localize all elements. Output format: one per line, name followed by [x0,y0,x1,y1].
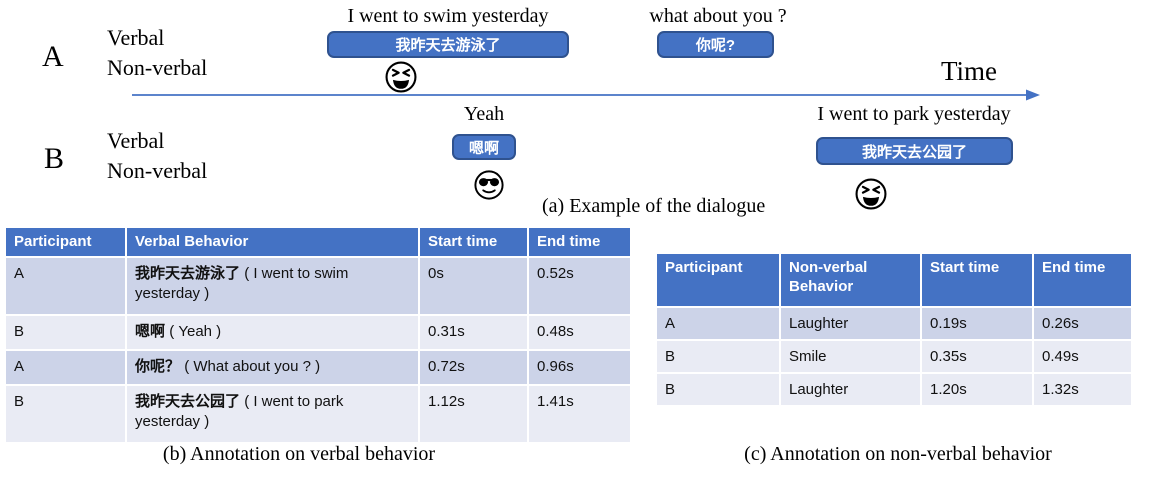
participant-cell: A [657,308,779,339]
participant-cell: B [6,316,125,349]
subfigure-caption-a: (a) Example of the dialogue [542,195,766,217]
behavior-chinese: 我昨天去公园了 [135,393,241,410]
behavior-cell: 我昨天去公园了 ( I went to park yesterday ) [127,386,418,442]
behavior-english: ( What about you ? ) [184,358,321,375]
header-start-time: Start time [420,228,527,256]
start-time-cell: 1.20s [922,374,1032,405]
behavior-english: ( I went to park yesterday ) [135,393,344,431]
start-time-cell: 0s [420,258,527,314]
behavior-english: ( I went to swim yesterday ) [135,265,349,303]
start-time-cell: 0.35s [922,341,1032,372]
header-participant: Participant [6,228,125,256]
time-axis-label: Time [941,56,998,86]
end-time-cell: 0.96s [529,351,630,384]
header-end-time: End time [1034,254,1131,306]
verbal-table-header-row: Participant Verbal Behavior Start time E… [6,228,630,256]
utterance-english-park: I went to park yesterday [817,103,1011,125]
speech-box-what-about-you: 你呢? [657,31,774,58]
utterance-english-swim: I went to swim yesterday [347,5,549,27]
behavior-cell: 我昨天去游泳了 ( I went to swim yesterday ) [127,258,418,314]
participant-cell: A [6,258,125,314]
end-time-cell: 0.52s [529,258,630,314]
participant-cell: B [657,341,779,372]
behavior-cell: Smile [781,341,920,372]
subfigure-caption-c: (c) Annotation on non-verbal behavior [744,443,1052,465]
verbal-annotation-table-container: Participant Verbal Behavior Start time E… [4,226,634,444]
laughing-face-emoji [855,178,887,210]
header-end-time: End time [529,228,630,256]
utterance-english-what-about-you: what about you ? [649,5,787,27]
nonverbal-table-row: B Smile 0.35s 0.49s [657,341,1131,372]
behavior-english: ( Yeah ) [169,323,222,340]
participant-b-nonverbal-label: Non-verbal [107,158,208,183]
start-time-cell: 0.72s [420,351,527,384]
nonverbal-annotation-table-container: Participant Non-verbal Behavior Start ti… [655,252,1141,407]
participant-cell: A [6,351,125,384]
behavior-chinese: 嗯啊 [135,323,166,340]
verbal-table-row: B 嗯啊 ( Yeah ) 0.31s 0.48s [6,316,630,349]
verbal-annotation-table: Participant Verbal Behavior Start time E… [4,226,632,444]
speech-box-park: 我昨天去公园了 [816,137,1013,165]
end-time-cell: 0.48s [529,316,630,349]
nonverbal-table-row: A Laughter 0.19s 0.26s [657,308,1131,339]
header-nonverbal-behavior: Non-verbal Behavior [781,254,920,306]
behavior-chinese: 你呢？ [135,358,181,375]
participant-a-label: A [42,40,64,73]
participant-a-verbal-label: Verbal [107,25,165,50]
start-time-cell: 1.12s [420,386,527,442]
behavior-cell: Laughter [781,374,920,405]
start-time-cell: 0.31s [420,316,527,349]
speech-box-yeah: 嗯啊 [452,134,516,160]
header-verbal-behavior: Verbal Behavior [127,228,418,256]
nonverbal-table-header-row: Participant Non-verbal Behavior Start ti… [657,254,1131,306]
nonverbal-table-row: B Laughter 1.20s 1.32s [657,374,1131,405]
behavior-cell: Laughter [781,308,920,339]
behavior-chinese: 我昨天去游泳了 [135,265,241,282]
participant-a-nonverbal-label: Non-verbal [107,55,208,80]
time-axis-arrow [132,89,1040,101]
end-time-cell: 0.26s [1034,308,1131,339]
sunglasses-face-emoji [474,170,504,200]
start-time-cell: 0.19s [922,308,1032,339]
verbal-table-row: B 我昨天去公园了 ( I went to park yesterday ) 1… [6,386,630,442]
header-participant: Participant [657,254,779,306]
participant-b-label: B [44,142,65,175]
end-time-cell: 1.41s [529,386,630,442]
participant-cell: B [657,374,779,405]
end-time-cell: 1.32s [1034,374,1131,405]
participant-b-verbal-label: Verbal [107,128,165,153]
header-start-time: Start time [922,254,1032,306]
laughing-face-emoji [385,61,417,93]
behavior-cell: 你呢？ ( What about you ? ) [127,351,418,384]
end-time-cell: 0.49s [1034,341,1131,372]
verbal-table-row: A 你呢？ ( What about you ? ) 0.72s 0.96s [6,351,630,384]
participant-cell: B [6,386,125,442]
subfigure-caption-b: (b) Annotation on verbal behavior [162,443,436,465]
verbal-table-row: A 我昨天去游泳了 ( I went to swim yesterday ) 0… [6,258,630,314]
nonverbal-annotation-table: Participant Non-verbal Behavior Start ti… [655,252,1133,407]
behavior-cell: 嗯啊 ( Yeah ) [127,316,418,349]
speech-box-swim: 我昨天去游泳了 [327,31,569,58]
utterance-english-yeah: Yeah [463,103,505,125]
